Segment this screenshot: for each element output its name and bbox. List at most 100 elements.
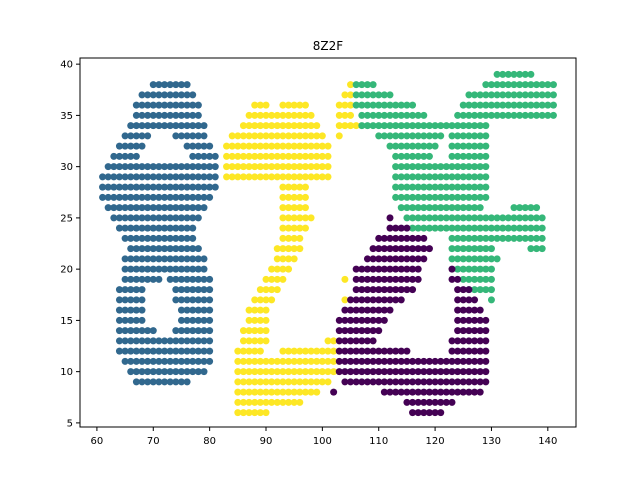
data-point <box>341 306 349 314</box>
y-tick-label: 5 <box>67 418 73 429</box>
data-point <box>183 337 191 345</box>
data-point <box>414 224 422 232</box>
data-point <box>285 101 293 109</box>
data-point <box>262 111 270 119</box>
data-point <box>335 122 343 130</box>
data-point <box>352 101 360 109</box>
data-point <box>279 275 287 283</box>
data-point <box>482 316 490 324</box>
data-point <box>183 183 191 191</box>
data-point <box>256 357 264 365</box>
data-point <box>386 245 394 253</box>
data-point <box>459 265 467 273</box>
data-point <box>369 122 377 130</box>
data-point <box>149 224 157 232</box>
data-point <box>454 357 462 365</box>
data-point <box>448 378 456 386</box>
data-point <box>262 357 270 365</box>
data-point <box>397 378 405 386</box>
data-point <box>386 296 394 304</box>
data-point <box>397 286 405 294</box>
data-point <box>132 316 140 324</box>
data-point <box>262 173 270 181</box>
data-point <box>375 101 383 109</box>
data-point <box>414 245 422 253</box>
data-point <box>166 368 174 376</box>
data-point <box>127 122 135 130</box>
data-point <box>155 224 163 232</box>
data-point <box>115 204 123 212</box>
data-point <box>459 214 467 222</box>
data-point <box>482 245 490 253</box>
data-point <box>465 234 473 242</box>
data-point <box>363 347 371 355</box>
data-point <box>189 152 197 160</box>
data-point <box>149 378 157 386</box>
data-point <box>471 142 479 150</box>
data-point <box>273 142 281 150</box>
data-point <box>358 265 366 273</box>
data-point <box>115 163 123 171</box>
data-point <box>420 204 428 212</box>
data-point <box>194 357 202 365</box>
data-point <box>279 173 287 181</box>
data-point <box>211 163 219 171</box>
data-point <box>425 183 433 191</box>
data-point <box>172 193 180 201</box>
data-point <box>352 316 360 324</box>
data-point <box>409 368 417 376</box>
data-point <box>149 193 157 201</box>
data-point <box>177 183 185 191</box>
x-tick-label: 60 <box>91 436 104 447</box>
data-point <box>448 152 456 160</box>
data-point <box>392 173 400 181</box>
data-point <box>132 255 140 263</box>
data-point <box>392 245 400 253</box>
data-point <box>431 142 439 150</box>
data-point <box>149 245 157 253</box>
data-point <box>172 91 180 99</box>
data-point <box>262 142 270 150</box>
data-point <box>425 224 433 232</box>
data-point <box>183 265 191 273</box>
data-point <box>183 163 191 171</box>
data-point <box>166 347 174 355</box>
data-point <box>290 255 298 263</box>
data-point <box>127 306 135 314</box>
data-point <box>194 368 202 376</box>
data-point <box>448 398 456 406</box>
data-point <box>285 368 293 376</box>
data-point <box>256 111 264 119</box>
data-point <box>132 286 140 294</box>
data-point <box>161 81 169 89</box>
data-point <box>290 245 298 253</box>
data-point <box>290 142 298 150</box>
data-point <box>256 398 264 406</box>
data-point <box>510 224 518 232</box>
data-point <box>465 245 473 253</box>
data-point <box>166 224 174 232</box>
data-point <box>296 234 304 242</box>
data-point <box>403 101 411 109</box>
data-point <box>290 111 298 119</box>
data-point <box>510 111 518 119</box>
data-point <box>504 214 512 222</box>
data-point <box>155 214 163 222</box>
data-point <box>521 234 529 242</box>
data-point <box>459 163 467 171</box>
data-point <box>335 357 343 365</box>
data-point <box>397 245 405 253</box>
data-point <box>234 357 242 365</box>
data-point <box>161 378 169 386</box>
data-point <box>454 327 462 335</box>
data-point <box>403 368 411 376</box>
data-point <box>177 91 185 99</box>
data-point <box>110 214 118 222</box>
data-point <box>301 193 309 201</box>
data-point <box>161 224 169 232</box>
data-point <box>189 337 197 345</box>
data-point <box>341 316 349 324</box>
data-point <box>347 91 355 99</box>
data-point <box>256 327 264 335</box>
data-point <box>510 81 518 89</box>
